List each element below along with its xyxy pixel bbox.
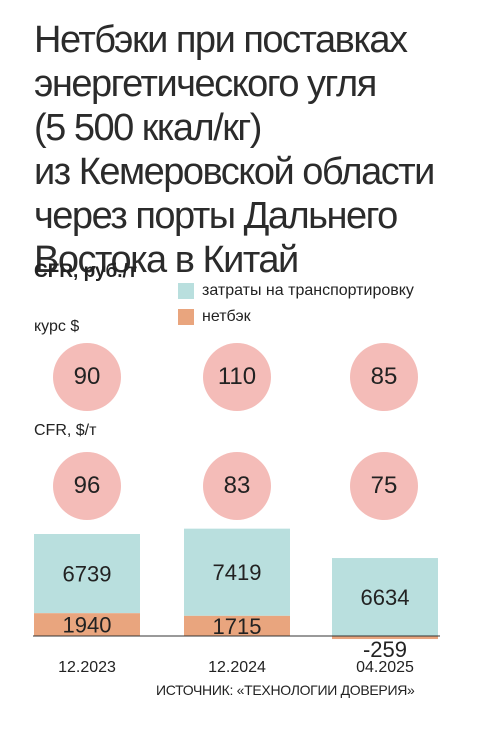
x-tick-12.2024: 12.2024 [208,659,266,676]
chart-title: Нетбэки при поставках энергетического уг… [34,19,435,281]
rate-row-label: курс $ [34,318,80,335]
label-netback-04.2025: -259 [363,637,407,662]
cfr-circle-2023: 96 [53,452,121,520]
label-netback-12.2023: 1940 [63,613,112,638]
bar-netback-12.2023 [34,613,140,636]
legend-swatch-transport [178,283,194,299]
bar-transport-04.2025 [332,558,438,636]
cfr-circle-2025: 75 [350,452,418,520]
x-tick-12.2023: 12.2023 [58,659,116,676]
cfr-row-label: CFR, $/т [34,422,97,439]
rate-circle-2024: 110 [203,343,271,411]
legend-item-netback: нетбэк [178,304,414,330]
legend-label-netback: нетбэк [202,308,251,325]
label-transport-12.2024: 7419 [213,560,262,585]
legend-swatch-netback [178,309,194,325]
cfr-circle-2024: 83 [203,452,271,520]
legend-item-transport: затраты на транспортировку [178,278,414,304]
rate-circle-2025: 85 [350,343,418,411]
source-note: ИСТОЧНИК: «ТЕХНОЛОГИИ ДОВЕРИЯ» [156,682,415,698]
bar-transport-12.2024 [184,528,290,616]
rate-circle-2023: 90 [53,343,121,411]
label-netback-12.2024: 1715 [213,614,262,639]
legend-label-transport: затраты на транспортировку [202,282,414,299]
bar-netback-04.2025 [332,636,438,640]
legend: затраты на транспортировку нетбэк [178,278,414,330]
label-transport-12.2023: 6739 [63,562,112,587]
bar-netback-12.2024 [184,615,290,636]
chart-subtitle: CFR, руб./т [34,261,138,282]
bar-transport-12.2023 [34,534,140,614]
label-transport-04.2025: 6634 [361,585,410,610]
x-tick-04.2025: 04.2025 [356,659,414,676]
